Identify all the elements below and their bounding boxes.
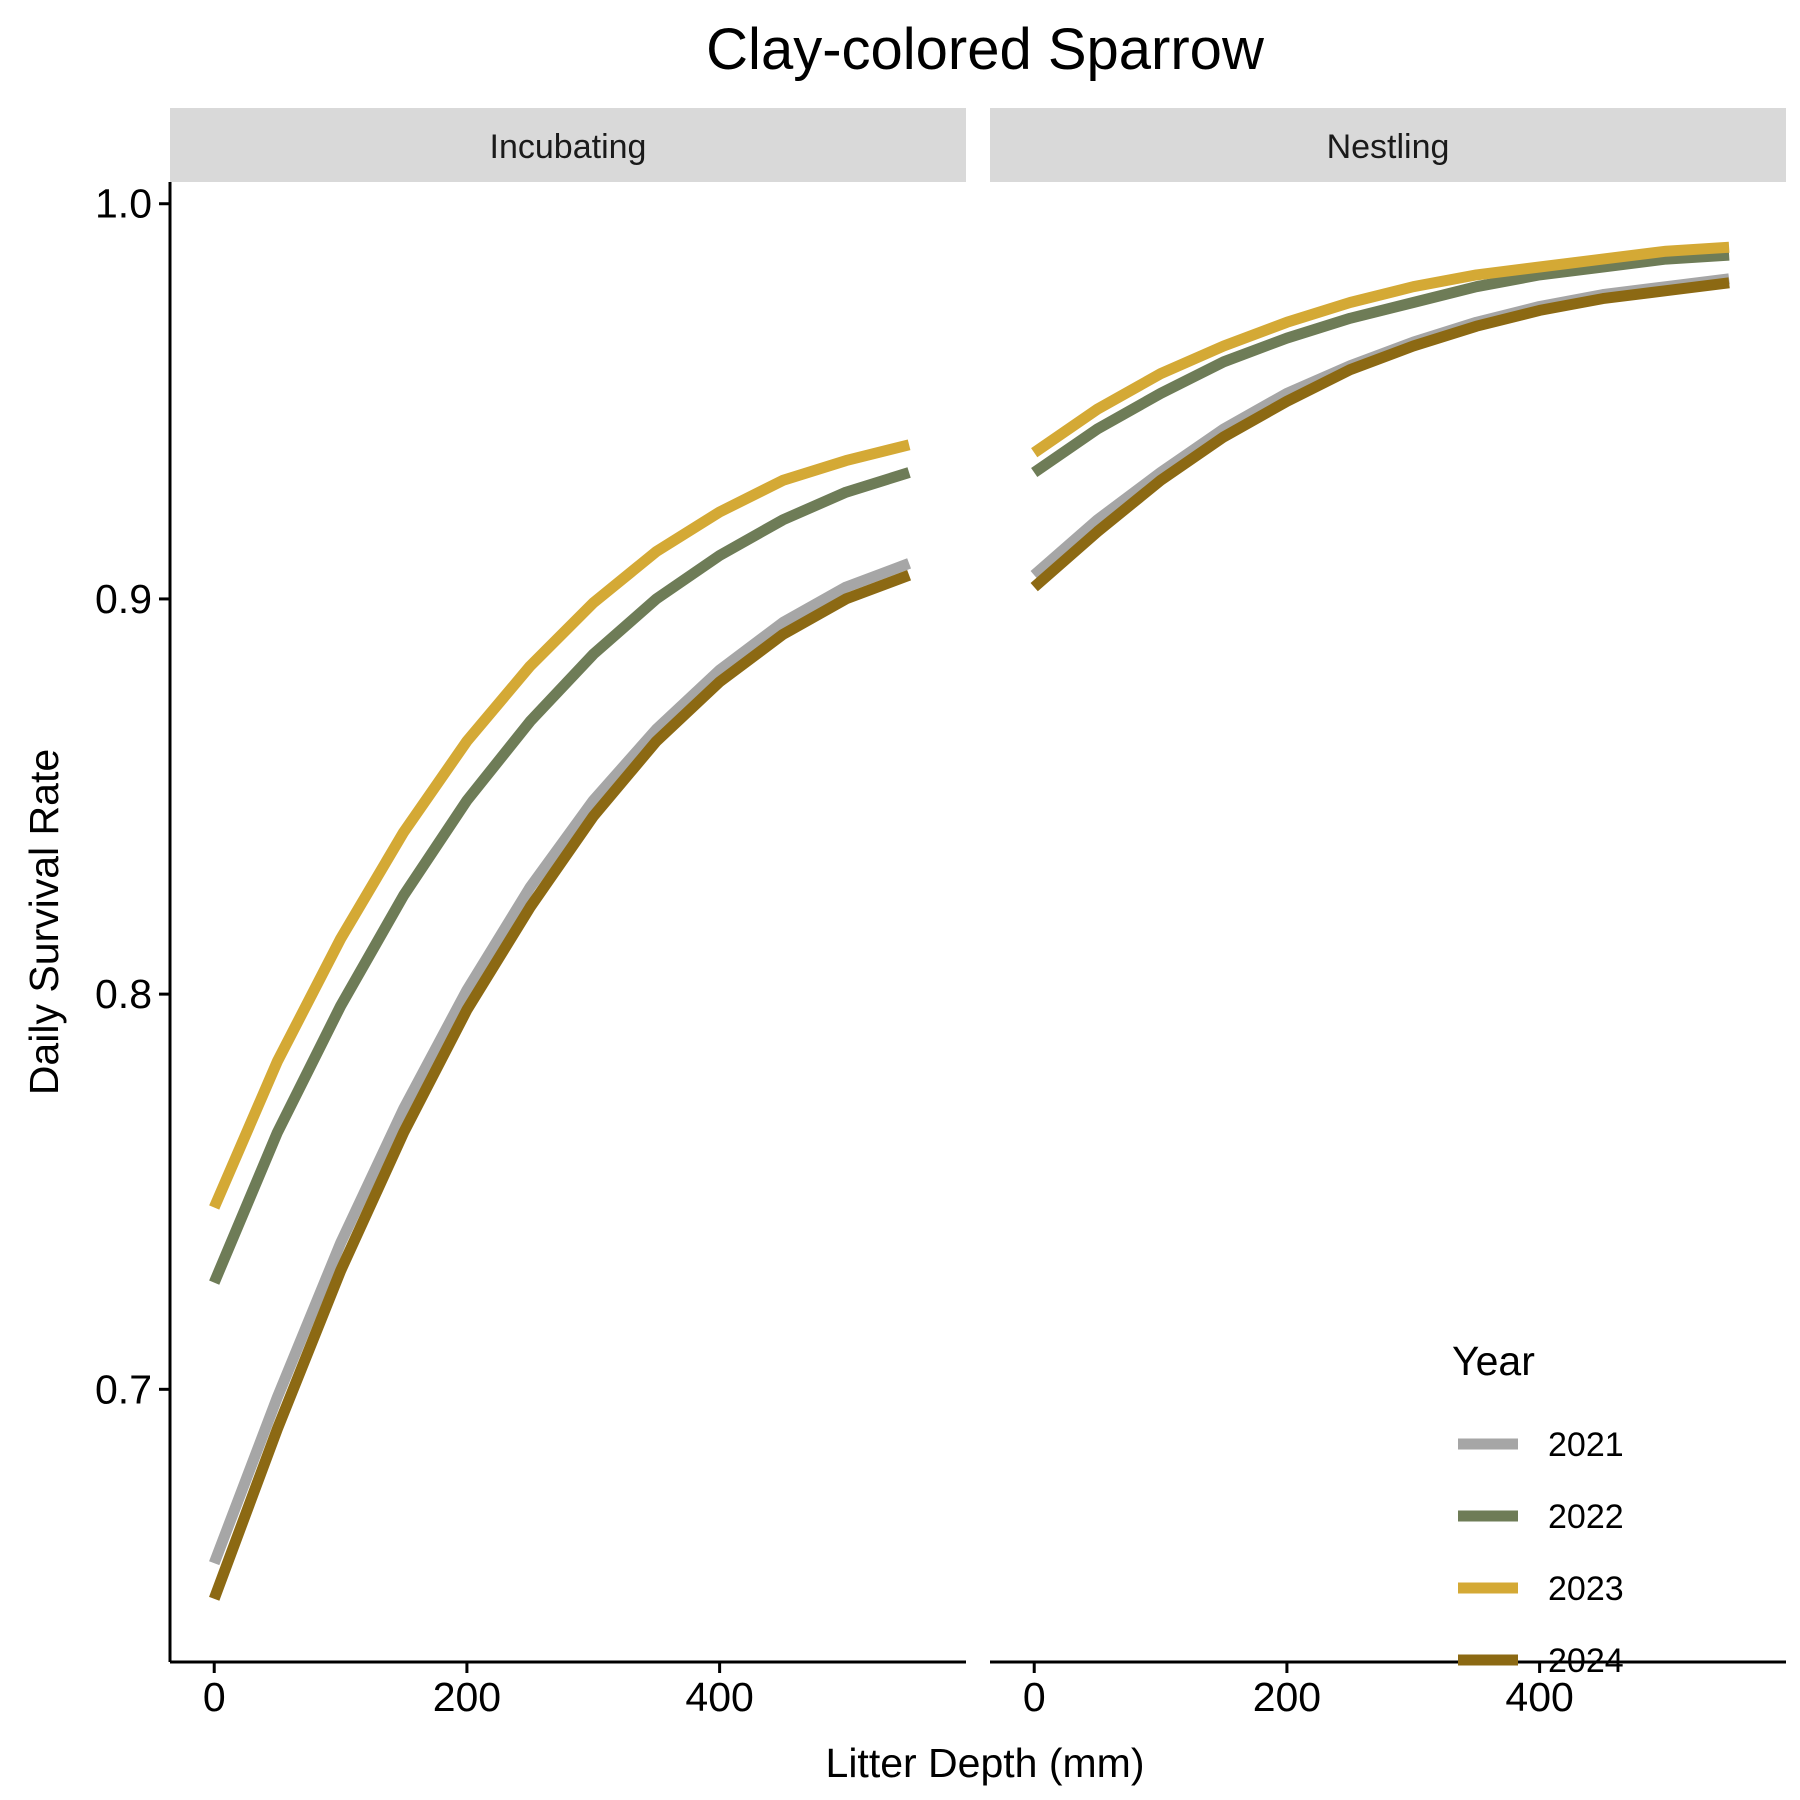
y-tick-label: 1.0 <box>95 181 152 227</box>
y-tick-label: 0.7 <box>95 1366 152 1412</box>
x-tick-label: 400 <box>685 1674 753 1720</box>
legend-label: 2024 <box>1548 1642 1624 1680</box>
x-tick-label: 200 <box>433 1674 501 1720</box>
series-line-2021 <box>1030 273 1730 580</box>
legend-label: 2021 <box>1548 1426 1624 1464</box>
legend-item-2023: 2023 <box>1458 1570 1624 1608</box>
panels: Incubating 0 200 400 0.7 0.8 0.9 1.0 Nestling 0 20… <box>95 108 1786 1720</box>
series-line-2022 <box>209 467 911 1285</box>
series-line-2022 <box>1031 249 1730 478</box>
series-line-2023 <box>1031 241 1730 458</box>
y-tick-label: 0.8 <box>95 971 152 1017</box>
facet-strip <box>990 108 1786 182</box>
series-line-2021 <box>209 558 912 1566</box>
legend: Year 2021 2022 2023 2024 <box>1452 1338 1624 1680</box>
legend-label: 2022 <box>1548 1498 1624 1536</box>
y-tick-label: 0.9 <box>95 576 152 622</box>
series-line-2023 <box>209 439 911 1210</box>
legend-title: Year <box>1452 1338 1535 1384</box>
legend-items: 2021 2022 2023 2024 <box>1458 1426 1624 1680</box>
series-line-2024 <box>1030 277 1730 592</box>
x-tick-label: 200 <box>1253 1674 1321 1720</box>
panel-incubating: Incubating 0 200 400 0.7 0.8 0.9 1.0 <box>95 108 966 1720</box>
facet-strip <box>170 108 966 182</box>
x-tick-label: 400 <box>1505 1674 1573 1720</box>
legend-item-2024: 2024 <box>1458 1642 1624 1680</box>
panel-nestling: Nestling 0 200 400 <box>990 108 1786 1720</box>
x-tick-label: 0 <box>1023 1674 1046 1720</box>
legend-item-2021: 2021 <box>1458 1426 1624 1464</box>
x-axis-title: Litter Depth (mm) <box>826 1740 1145 1786</box>
x-tick-label: 0 <box>203 1674 226 1720</box>
legend-label: 2023 <box>1548 1570 1624 1608</box>
chart-title: Clay-colored Sparrow <box>706 17 1265 82</box>
series-line-2024 <box>209 570 912 1601</box>
legend-item-2022: 2022 <box>1458 1498 1624 1536</box>
y-axis-title: Daily Survival Rate <box>21 749 67 1095</box>
facet-strip-label: Nestling <box>1327 128 1450 166</box>
facet-strip-label: Incubating <box>490 128 647 166</box>
